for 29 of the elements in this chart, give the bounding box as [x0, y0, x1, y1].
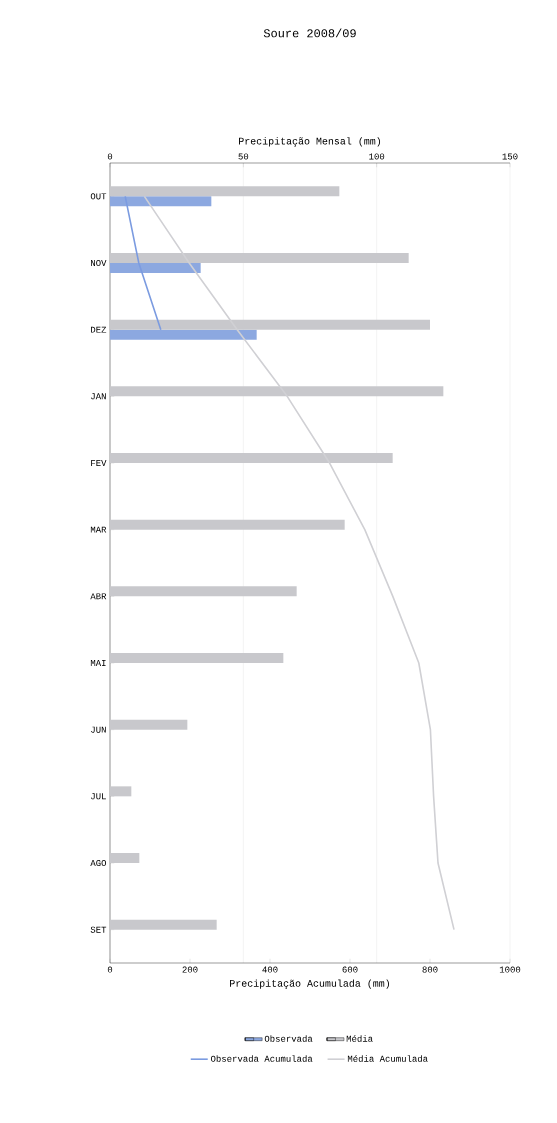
x2-tick-label: 0: [107, 153, 113, 160]
y-tick-label: JAN: [91, 393, 106, 400]
y-tick-label: DEZ: [91, 326, 107, 333]
y-tick-label: JUL: [91, 793, 106, 800]
x-tick-label: 400: [262, 966, 278, 973]
y-tick-label: JUN: [91, 726, 106, 733]
x-tick-label: 600: [342, 966, 358, 973]
legend-label: Observada: [264, 1035, 313, 1042]
x-axis-title: Precipitação Acumulada (mm): [230, 979, 390, 989]
x2-axis-title: Precipitação Mensal (mm): [239, 137, 381, 147]
x-tick-label: 0: [107, 966, 113, 973]
x-tick-label: 800: [422, 966, 438, 973]
x-tick-label: 1000: [499, 966, 521, 973]
chart-title: Soure 2008/09: [263, 28, 356, 38]
x2-tick-label: 150: [502, 153, 518, 160]
y-tick-label: OUT: [90, 193, 107, 200]
y-tick-label: AGO: [90, 859, 107, 867]
y-tick-label: NOV: [91, 259, 107, 267]
y-tick-label: MAI: [90, 660, 106, 666]
y-tick-label: MAR: [90, 526, 107, 533]
x2-tick-label: 50: [238, 153, 249, 160]
legend-label: Observada Acumulada: [210, 1055, 313, 1062]
y-tick-label: FEV: [91, 460, 107, 466]
y-tick-label: ABR: [90, 593, 107, 600]
legend-label: Média Acumulada: [347, 1055, 428, 1062]
legend-label: Média: [346, 1035, 373, 1042]
y-tick-label: SET: [90, 926, 107, 933]
x-tick-label: 200: [182, 966, 198, 973]
x2-tick-label: 100: [369, 153, 385, 160]
